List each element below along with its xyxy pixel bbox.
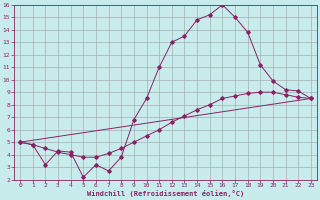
X-axis label: Windchill (Refroidissement éolien,°C): Windchill (Refroidissement éolien,°C) bbox=[87, 190, 244, 197]
